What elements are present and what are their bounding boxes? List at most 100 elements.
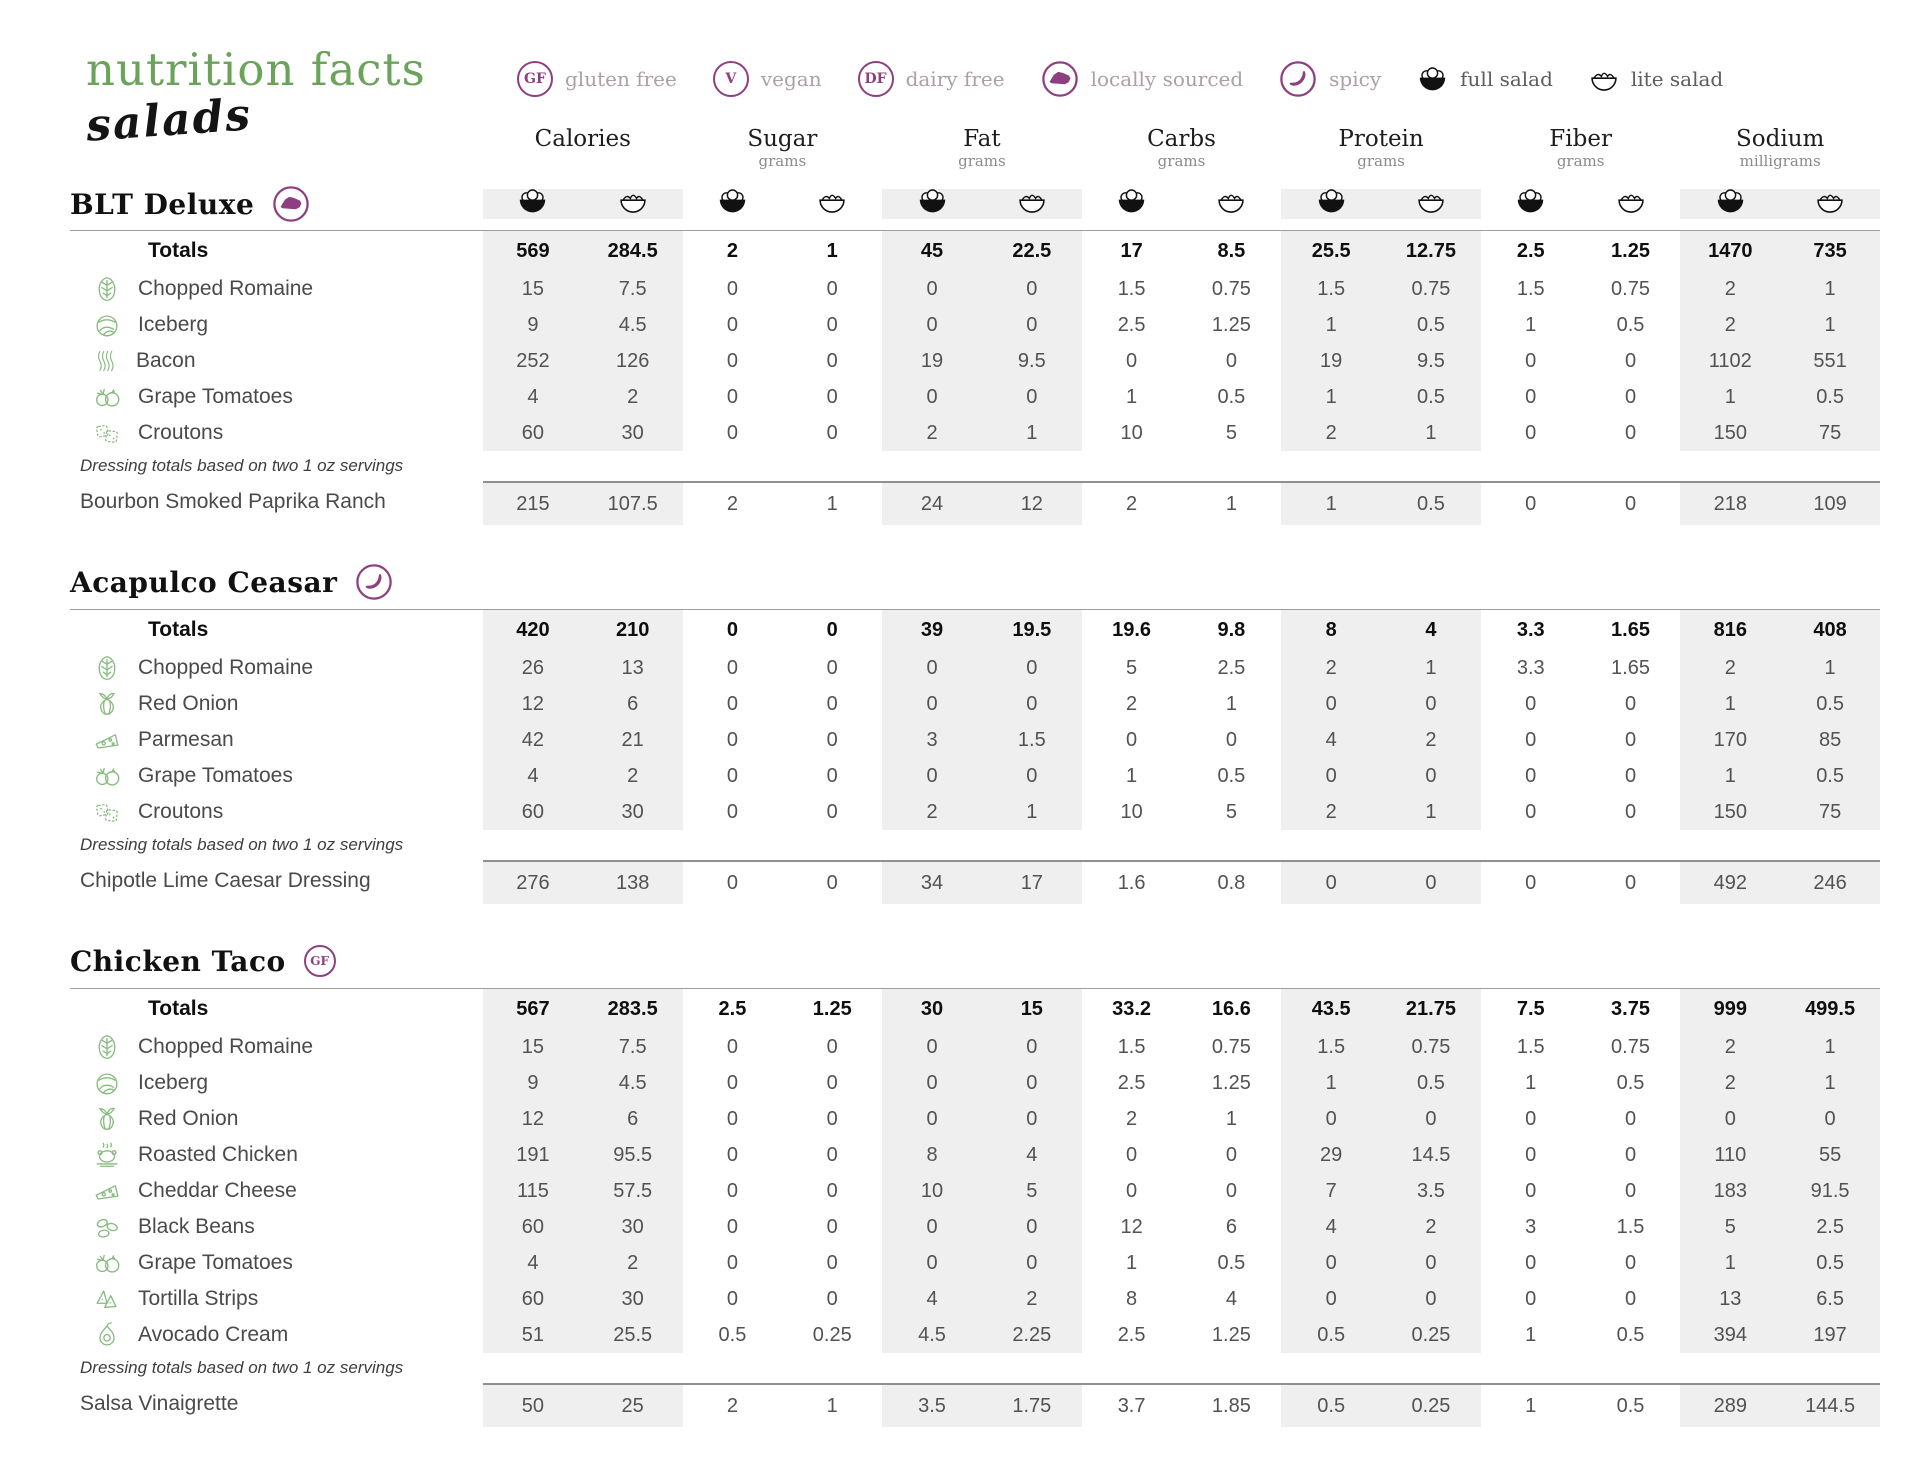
lite-salad-value: 3.5 — [1417, 1179, 1445, 1202]
value-group: 19.6 9.8 — [1082, 610, 1282, 650]
lite-salad-value: 0 — [1624, 728, 1637, 751]
full-salad-value: 4 — [527, 764, 539, 787]
lite-salad-value: 144.5 — [1805, 1394, 1856, 1417]
totals-label-text: Totals — [148, 618, 209, 641]
full-salad-value: 9 — [527, 1071, 539, 1094]
lite-salad-value: 2 — [627, 764, 639, 787]
lite-salad-value: 0 — [1624, 1143, 1637, 1166]
legend-label: lite salad — [1630, 67, 1724, 91]
lite-salad-icon — [1815, 190, 1845, 213]
totals-row: Totals 567 283.5 2.5 1.25 30 15 33.2 16.6 43.5 21.… — [70, 989, 1880, 1029]
ingredient-name-cell: Iceberg — [70, 1065, 483, 1101]
full-salad-value: 1 — [1724, 692, 1736, 715]
lite-salad-icon — [1616, 190, 1646, 213]
lite-salad-column-icon — [583, 190, 683, 219]
lite-salad-value: 0 — [826, 313, 838, 336]
full-salad-value: 0 — [726, 764, 739, 787]
full-salad-value: 12 — [521, 692, 545, 715]
lite-salad-value: 0 — [1425, 764, 1437, 787]
column-header: Sodium milligrams — [1680, 118, 1880, 178]
lite-salad-value: 0 — [1026, 1107, 1038, 1130]
full-salad-value: 0 — [1325, 1287, 1337, 1310]
section-gap — [70, 523, 1880, 555]
section-header-row: Acapulco Ceasar — [70, 555, 1880, 609]
value-group: 9 4.5 — [483, 1065, 683, 1101]
lite-salad-value: 1.5 — [1616, 1215, 1645, 1238]
full-salad-value: 0 — [1325, 764, 1337, 787]
value-group: 9 4.5 — [483, 307, 683, 343]
lite-salad-value: 0 — [1624, 1179, 1637, 1202]
full-salad-value: 0 — [1525, 385, 1537, 408]
full-salad-value: 29 — [1320, 1143, 1343, 1166]
full-salad-value: 2 — [1126, 1107, 1138, 1130]
lite-salad-value: 1 — [1824, 656, 1836, 679]
lite-salad-value: 16.6 — [1211, 997, 1251, 1020]
lite-salad-value: 0 — [1225, 1143, 1237, 1166]
lite-salad-value: 0.25 — [1411, 1323, 1451, 1346]
tomato-icon — [92, 1248, 122, 1278]
lite-salad-value: 1 — [1225, 492, 1237, 515]
value-group: 1 0.5 — [1680, 1245, 1880, 1281]
lite-salad-value: 3.75 — [1611, 997, 1650, 1020]
value-group: 1 0.5 — [1481, 1065, 1681, 1101]
value-group: 1470 735 — [1680, 231, 1880, 271]
lite-salad-value: 1 — [826, 1394, 838, 1417]
lite-salad-value: 1.75 — [1012, 1394, 1052, 1417]
lite-salad-value: 91.5 — [1810, 1179, 1850, 1202]
lite-salad-icon — [817, 190, 847, 213]
column-unit: grams — [758, 152, 807, 170]
full-salad-value: 3.3 — [1516, 656, 1545, 679]
full-salad-value: 0 — [726, 618, 739, 641]
lite-salad-value: 30 — [621, 800, 644, 823]
full-salad-value: 0 — [726, 1287, 739, 1310]
full-salad-value: 0 — [1525, 1143, 1537, 1166]
legend-label: locally sourced — [1090, 67, 1244, 91]
lite-salad-value: 0.75 — [1611, 277, 1650, 300]
value-group: 115 57.5 — [483, 1173, 683, 1209]
full-salad-value: 170 — [1713, 728, 1747, 751]
lite-salad-value: 7.5 — [618, 277, 647, 300]
full-salad-value: 0 — [1525, 764, 1537, 787]
legend-label: spicy — [1329, 67, 1382, 91]
full-salad-value: 0 — [726, 656, 739, 679]
tortilla-icon — [92, 1284, 122, 1314]
lite-salad-column-icon — [1181, 190, 1281, 219]
lite-salad-value: 9.5 — [1017, 349, 1046, 372]
lite-salad-value: 30 — [621, 1215, 644, 1238]
value-group: 5 2.5 — [1082, 650, 1282, 686]
lite-salad-value: 499.5 — [1805, 997, 1856, 1020]
full-salad-icon — [1515, 189, 1546, 213]
value-group: 34 17 — [882, 860, 1082, 904]
value-group: 1 0.5 — [1281, 379, 1481, 415]
lite-salad-value: 0 — [1624, 800, 1637, 823]
full-salad-value: 19 — [920, 349, 944, 372]
ingredient-name-cell: Avocado Cream — [70, 1317, 483, 1353]
lite-salad-value: 0 — [1624, 1107, 1637, 1130]
value-group: 1 0.5 — [1680, 758, 1880, 794]
legend-label: dairy free — [905, 67, 1005, 91]
column-header: Calories — [483, 118, 683, 178]
lite-salad-value: 0.75 — [1411, 1035, 1451, 1058]
full-salad-value: 7.5 — [1516, 997, 1545, 1020]
totals-label-text: Totals — [148, 239, 209, 262]
lite-salad-value: 1 — [826, 239, 838, 262]
lite-salad-value: 17 — [1020, 871, 1043, 894]
crouton-icon — [92, 418, 122, 448]
lite-salad-value: 107.5 — [607, 492, 658, 515]
full-salad-value: 1 — [1724, 385, 1736, 408]
lite-salad-value: 1.25 — [1611, 239, 1650, 262]
lite-salad-value: 1 — [1425, 421, 1437, 444]
